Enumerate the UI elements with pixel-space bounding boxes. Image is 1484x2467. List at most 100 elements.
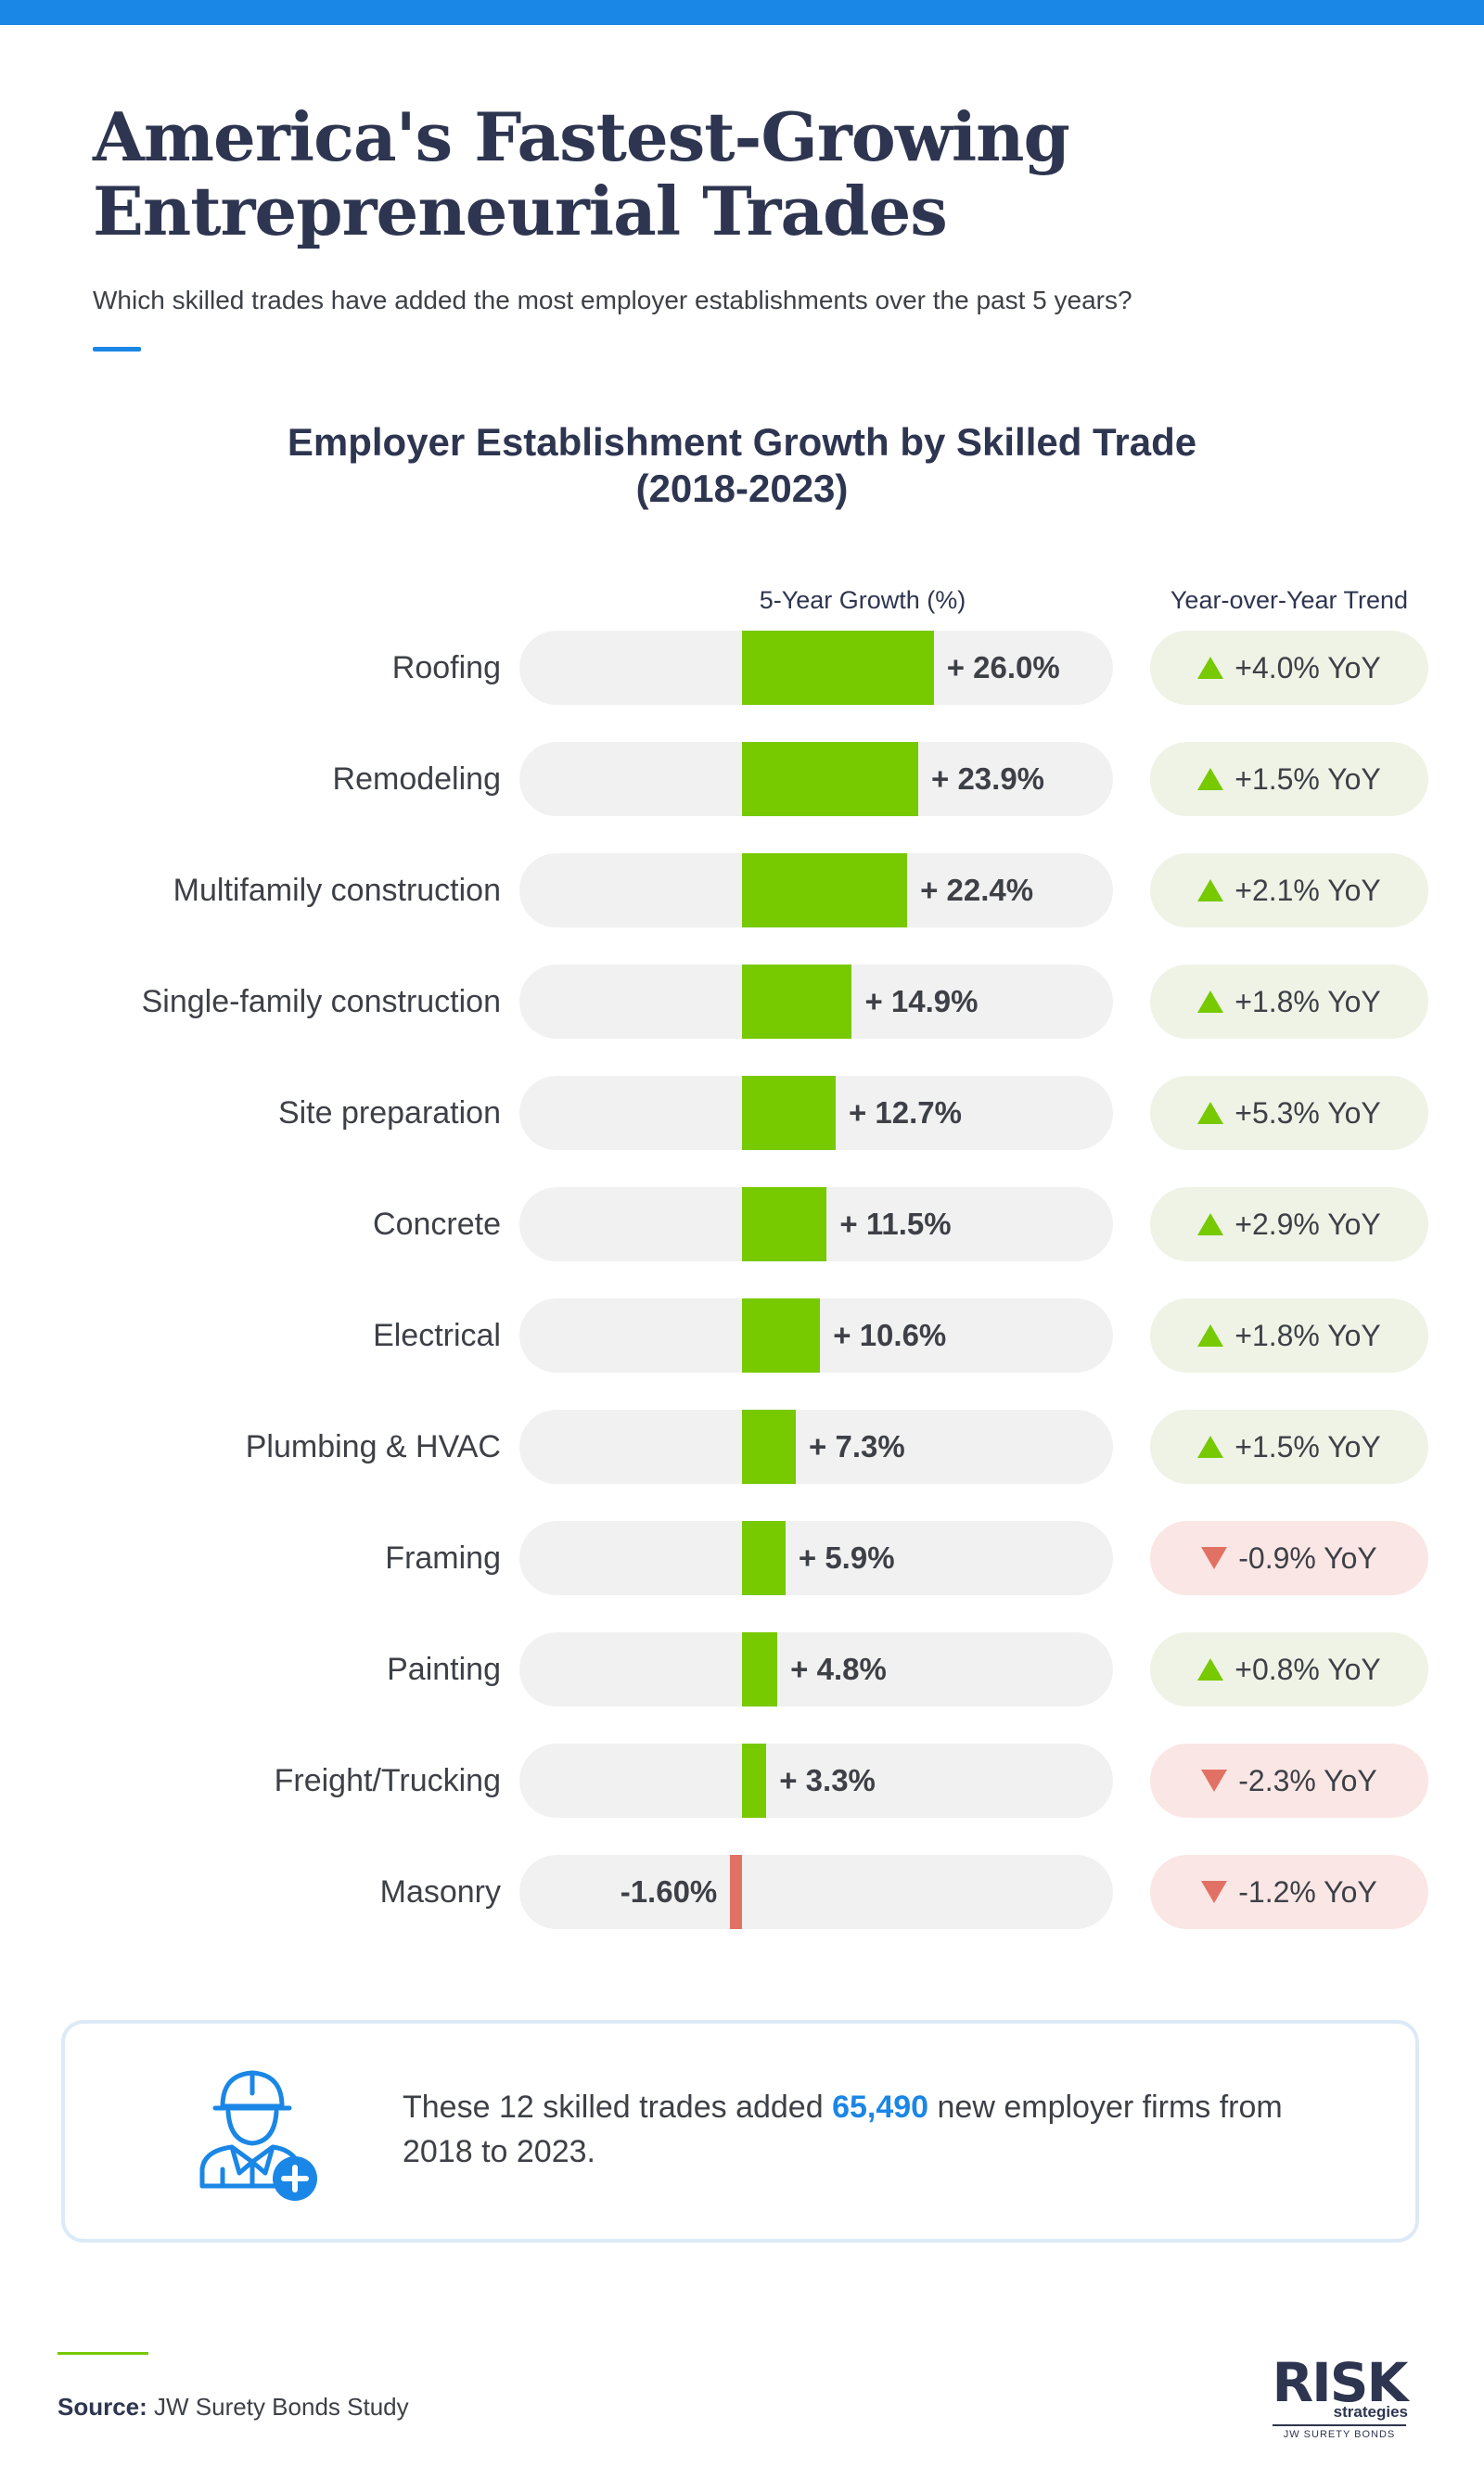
triangle-down-icon [1201,1881,1228,1903]
growth-value-label: + 12.7% [848,1095,962,1130]
category-label: Masonry [379,1874,501,1910]
yoy-trend-badge: +5.3% YoY [1150,1076,1428,1150]
yoy-trend-badge: +4.0% YoY [1150,631,1428,705]
triangle-down-icon [1201,1770,1228,1792]
yoy-trend-label: +4.0% YoY [1235,650,1381,684]
category-label: Site preparation [277,1095,501,1131]
growth-bar [742,1521,786,1595]
yoy-trend-label: +2.1% YoY [1235,873,1381,907]
category-label: Concrete [373,1207,501,1242]
triangle-up-icon [1197,1324,1224,1347]
growth-bar [742,1410,797,1484]
yoy-trend-badge: +1.8% YoY [1150,1298,1428,1373]
growth-bar [742,853,908,927]
yoy-trend-label: +1.8% YoY [1235,1318,1381,1352]
yoy-trend-badge: +1.5% YoY [1150,1410,1428,1484]
top-accent-bar [0,0,1484,25]
yoy-trend-badge: -2.3% YoY [1150,1744,1428,1818]
category-label: Painting [387,1652,501,1687]
callout-text: These 12 skilled trades added 65,490 new… [403,2085,1311,2174]
growth-value-label: + 4.8% [790,1652,887,1686]
yoy-trend-badge: +1.5% YoY [1150,742,1428,816]
bar-track [519,1521,1113,1595]
yoy-trend-badge: -0.9% YoY [1150,1521,1428,1595]
growth-value-label: + 22.4% [920,873,1034,907]
callout-highlight-number: 65,490 [832,2090,929,2125]
growth-bar [730,1855,742,1929]
yoy-trend-label: +2.9% YoY [1235,1207,1381,1241]
chart-title-line-2: (2018-2023) [635,467,849,510]
triangle-up-icon [1197,1213,1224,1235]
growth-bar [742,1632,778,1706]
bar-track [519,1632,1113,1706]
page-subtitle: Which skilled trades have added the most… [93,286,1132,314]
category-label: Single-family construction [141,984,501,1019]
risk-strategies-logo: RISK strategies JW SURETY BONDS [1267,2356,1412,2448]
growth-bar [742,1298,821,1373]
title-line-2: Entrepreneurial Trades [93,172,948,250]
title-accent-line [93,347,141,352]
yoy-trend-label: -1.2% YoY [1238,1874,1377,1909]
triangle-up-icon [1197,1658,1224,1681]
triangle-up-icon [1197,991,1224,1013]
bar-track [519,1855,1113,1929]
page-title: America's Fastest-Growing Entrepreneuria… [93,100,1391,249]
growth-bar [742,631,934,705]
growth-value-label: + 7.3% [809,1429,905,1464]
yoy-trend-label: +0.8% YoY [1235,1652,1381,1686]
yoy-trend-label: -2.3% YoY [1238,1763,1377,1797]
growth-value-label: + 26.0% [946,650,1060,684]
category-label: Remodeling [332,761,501,797]
summary-callout: These 12 skilled trades added 65,490 new… [61,2020,1419,2243]
growth-value-label: + 14.9% [864,984,979,1018]
growth-bar [742,1744,767,1818]
growth-value-label: + 5.9% [798,1540,895,1575]
logo-sub-text: strategies [1333,2403,1408,2421]
category-label: Framing [385,1540,501,1576]
growth-bar [742,742,918,816]
bar-track [519,1410,1113,1484]
source-label: Source: [58,2393,147,2421]
triangle-down-icon [1201,1547,1228,1569]
yoy-trend-badge: +2.9% YoY [1150,1187,1428,1261]
chart-title: Employer Establishment Growth by Skilled… [0,419,1484,512]
category-label: Electrical [373,1318,501,1353]
yoy-trend-badge: +2.1% YoY [1150,853,1428,927]
category-label: Freight/Trucking [274,1763,501,1798]
growth-value-label: + 10.6% [833,1318,947,1352]
bar-track [519,1744,1113,1818]
chart-title-line-1: Employer Establishment Growth by Skilled… [287,420,1197,464]
source-text: JW Surety Bonds Study [154,2393,409,2421]
category-label: Plumbing & HVAC [245,1429,501,1464]
logo-main-text: RISK [1272,2351,1409,2414]
footer-accent-line [58,2352,148,2355]
yoy-trend-label: +1.5% YoY [1235,761,1381,796]
growth-column-header: 5-Year Growth (%) [759,586,966,614]
trend-column-header: Year-over-Year Trend [1170,586,1409,614]
growth-bar [742,965,852,1039]
growth-value-label: + 23.9% [931,761,1045,796]
yoy-trend-badge: -1.2% YoY [1150,1855,1428,1929]
triangle-up-icon [1197,1436,1224,1458]
growth-bar [742,1187,827,1261]
yoy-trend-label: +5.3% YoY [1235,1095,1381,1130]
construction-worker-plus-icon [199,2070,317,2201]
growth-bar [742,1076,836,1150]
title-line-1: America's Fastest-Growing [93,97,1070,176]
logo-tagline: JW SURETY BONDS [1283,2429,1396,2440]
callout-text-after: new employer firms from 2018 to 2023. [403,2090,1283,2169]
triangle-up-icon [1197,1102,1224,1124]
yoy-trend-badge: +0.8% YoY [1150,1632,1428,1706]
yoy-trend-label: +1.5% YoY [1235,1429,1381,1464]
triangle-up-icon [1197,768,1224,790]
yoy-trend-label: -0.9% YoY [1238,1540,1377,1575]
growth-value-label: + 11.5% [839,1207,952,1241]
growth-value-label: + 3.3% [779,1763,876,1797]
growth-value-label: -1.60% [620,1874,718,1909]
category-label: Multifamily construction [173,873,501,908]
triangle-up-icon [1197,657,1224,679]
category-label: Roofing [391,650,501,685]
callout-text-before: These 12 skilled trades added [403,2090,833,2125]
yoy-trend-label: +1.8% YoY [1235,984,1381,1018]
yoy-trend-badge: +1.8% YoY [1150,965,1428,1039]
